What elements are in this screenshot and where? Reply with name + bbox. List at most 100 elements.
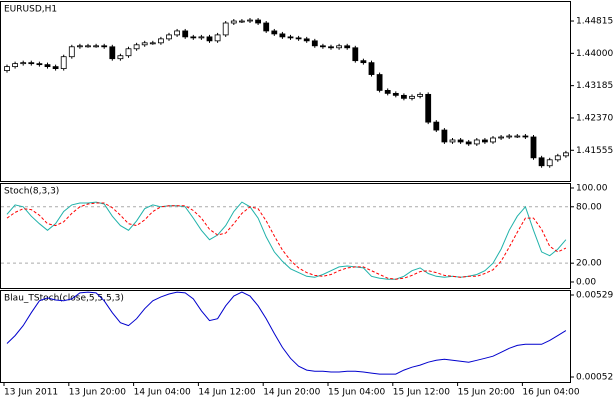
candle-body [125,48,132,57]
candle-body [360,60,367,64]
candle-body [449,139,456,143]
candle-body [311,40,318,47]
y-tick-label: 1.41555 [576,146,613,156]
x-tick-label: 15 Jun 04:00 [328,388,385,398]
panel-title: Blau_TStoch(close,5,5,5,3) [4,294,124,304]
x-tick-label: 15 Jun 20:00 [458,388,515,398]
candle-body [60,56,67,69]
candle-body [157,38,164,44]
candle-body [506,135,513,138]
y-tick-label: 0.00529 [576,290,613,300]
y-tick-label: 0.00 [576,277,596,287]
candle-body [222,22,229,36]
y-tick-label: 20.00 [576,259,602,269]
candle-body [166,34,172,40]
candle-body [206,36,213,42]
candle-body [214,34,221,42]
candle-body [344,45,351,49]
y-tick-label: 0.00052 [576,373,613,383]
candle-body [101,45,108,48]
candle-body [279,33,286,38]
candle-body [303,38,310,42]
x-tick-label: 14 Jun 04:00 [134,388,191,398]
candle-body [417,93,424,97]
candle-body [433,121,440,131]
candle-body [271,30,278,35]
candle-body [538,157,545,167]
candle-body [190,36,197,39]
panel-title: Stoch(8,3,3) [4,187,59,197]
candle-body [52,66,59,69]
candle-body [384,90,391,94]
candle-body [546,159,553,167]
y-tick-label: 1.43185 [576,81,613,91]
candle-body [457,139,464,143]
candle-body [336,45,343,49]
candle-body [563,152,569,157]
candle-body [514,135,521,138]
series-line [6,291,567,375]
candle-body [109,46,116,60]
series-line [6,201,567,280]
y-tick-label: 1.42370 [576,113,613,123]
candle-body [319,45,326,48]
candle-body [328,46,334,49]
x-tick-label: 16 Jun 04:00 [522,388,579,398]
panel-frame [0,183,571,289]
candle-body [287,36,294,39]
candle-body [554,155,561,161]
x-tick-label: 15 Jun 12:00 [393,388,450,398]
x-tick-label: 13 Jun 2011 [4,388,58,398]
candle-body [198,36,205,39]
candle-body [263,22,270,32]
candle-body [141,42,148,46]
candle-body [295,37,302,40]
panel-title: EURUSD,H1 [4,5,57,15]
candle-body [20,62,27,65]
candle-body [77,45,83,48]
candle-body [247,19,253,22]
panel-frame [0,290,571,383]
candle-body [36,63,43,66]
candle-body [230,20,237,24]
candle-body [68,46,75,58]
candle-body [352,47,359,62]
candle-body [85,45,91,48]
candle-body [498,136,505,139]
y-tick-label: 80.00 [576,202,602,212]
candle-body [28,62,35,65]
candle-body [409,95,415,99]
candle-body [441,129,448,143]
candle-body [133,44,140,50]
candle-body [255,19,262,24]
y-tick-label: 100.00 [576,183,608,193]
candle-body [400,94,407,99]
candle-body [465,141,472,145]
candle-body [376,74,383,91]
candle-body [44,64,51,68]
candle-body [490,137,496,143]
y-tick-label: 1.44000 [576,49,613,59]
panel-frame [0,1,571,182]
candle-body [425,93,432,123]
y-tick-label: 1.44815 [576,17,613,27]
candle-body [93,45,99,48]
x-tick-label: 14 Jun 20:00 [263,388,320,398]
candle-body [473,139,480,145]
candle-body [117,55,124,60]
candle-body [182,30,189,38]
x-tick-label: 13 Jun 20:00 [69,388,126,398]
candle-body [522,135,529,138]
candle-body [481,139,488,143]
candle-body [238,20,245,23]
candle-body [149,42,156,45]
candle-body [4,66,10,71]
candle-body [174,30,181,36]
x-tick-label: 14 Jun 12:00 [198,388,255,398]
candle-body [368,62,375,75]
candle-body [12,63,19,68]
candle-body [392,92,399,96]
